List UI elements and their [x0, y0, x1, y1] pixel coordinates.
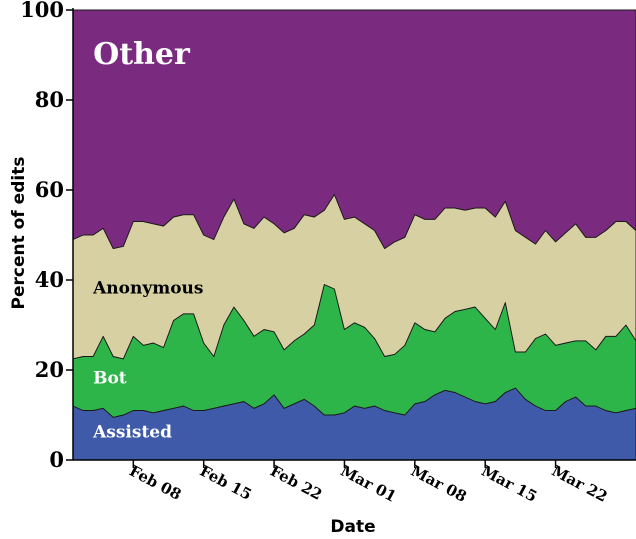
series-label-bot: Bot [93, 369, 127, 389]
x-tick-label: Mar 22 [549, 462, 611, 506]
x-tick-label: Mar 01 [338, 462, 400, 506]
series-label-anonymous: Anonymous [92, 279, 203, 299]
x-tick-label: Feb 15 [197, 462, 255, 504]
y-tick-label: 80 [35, 87, 64, 112]
y-tick-label: 60 [35, 177, 64, 202]
y-tick-label: 0 [49, 447, 64, 472]
area-layers [73, 10, 636, 460]
y-tick-label: 100 [20, 0, 64, 22]
x-tick-label: Mar 08 [408, 462, 470, 506]
x-axis: Feb 08 Feb 15 Feb 22 Mar 01 Mar 08 Mar 15 Mar … [73, 460, 636, 506]
y-axis-title: Percent of edits [9, 157, 29, 310]
y-tick-label: 20 [35, 357, 64, 382]
x-tick-label: Mar 15 [478, 462, 540, 506]
x-tick-label: Feb 08 [126, 462, 184, 504]
series-label-other: Other [93, 37, 191, 72]
series-label-assisted: Assisted [92, 423, 172, 443]
x-tick-label: Feb 22 [267, 462, 325, 504]
x-axis-title: Date [330, 517, 375, 537]
y-tick-label: 40 [35, 267, 64, 292]
